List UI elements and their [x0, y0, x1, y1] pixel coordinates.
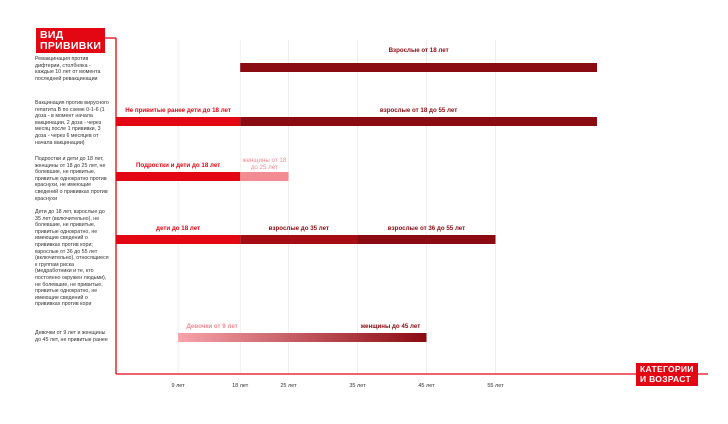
bar-label-row3-seg1: взрослые до 35 лет — [269, 225, 329, 232]
x-axis-title-line-2: И ВОЗРАСТ — [640, 373, 692, 384]
x-tick-label-5: 55 лет — [487, 383, 504, 389]
row-label-hepatitis-b: Вакцинация против вирусного гепатита В п… — [35, 100, 109, 146]
chart-title-line-2: ПРИВИВКИ — [40, 39, 102, 52]
bar-label-row0-seg0: Взрослые от 18 лет — [389, 47, 449, 54]
x-tick-label-4: 45 лет — [418, 383, 435, 389]
bar-row0-seg0 — [240, 63, 597, 72]
x-axis-title-line-1: КАТЕГОРИИ — [640, 364, 694, 374]
bar-row1-seg0 — [116, 117, 241, 126]
row-label-hpv: Девочки от 9 лет и женщины до 45 лет, не… — [35, 330, 108, 343]
x-tick-label-1: 18 лет — [232, 383, 249, 389]
x-tick-label-0: 9 лет — [171, 383, 185, 389]
bar-label-row1-seg0: Не привитые ранее дети до 18 лет — [125, 107, 231, 114]
bar-row3-seg1 — [240, 235, 358, 244]
chart-title: ВИД ПРИВИВКИ — [36, 28, 106, 53]
bar-row4-seg0 — [178, 333, 427, 342]
bar-label-row2-seg1: женщины от 18 до 25 лет — [242, 157, 286, 171]
row-label-rubella: Подростки и дети до 18 лет, женщины от 1… — [35, 156, 108, 202]
bar-label-row1-seg1: взрослые от 18 до 55 лет — [380, 107, 457, 114]
bar-row2-seg1 — [240, 172, 289, 181]
row-label-measles: Дети до 18 лет, взрослые до 35 лет (вклю… — [35, 209, 109, 308]
bar-label-row4-right: женщины до 45 лет — [360, 323, 421, 330]
x-axis-title: КАТЕГОРИИ И ВОЗРАСТ — [636, 363, 698, 386]
row-label-diphtheria: Ревакцинация против дифтерии, столбняка … — [35, 56, 101, 82]
bar-label-row3-seg0: дети до 18 лет — [156, 225, 200, 232]
bar-row2-seg0 — [116, 172, 241, 181]
bar-label-row4-left: Девочки от 9 лет — [186, 323, 237, 330]
bar-label-row3-seg2: взрослые от 36 до 55 лет — [388, 225, 465, 232]
x-tick-label-3: 35 лет — [349, 383, 366, 389]
chart-title-line-1: ВИД — [40, 29, 64, 41]
bar-row3-seg0 — [116, 235, 241, 244]
bar-label-row2-seg0: Подростки и дети до 18 лет — [136, 162, 220, 169]
bar-row1-seg1 — [240, 117, 597, 126]
bar-row3-seg2 — [357, 235, 496, 244]
x-tick-label-2: 25 лет — [280, 383, 297, 389]
